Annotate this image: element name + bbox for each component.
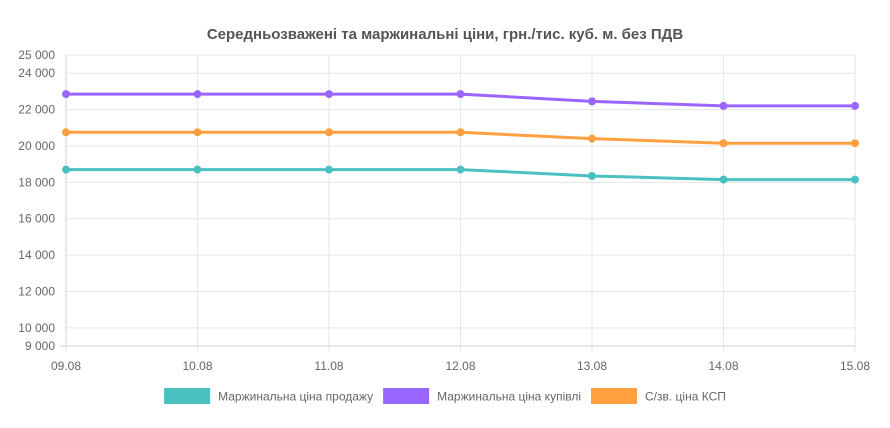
grid: [65, 54, 856, 352]
series-3: [62, 128, 859, 148]
data-point[interactable]: [325, 90, 333, 99]
data-point[interactable]: [325, 128, 333, 137]
legend-label: Маржинальна ціна купівлі: [437, 390, 581, 404]
y-tick-label: 16 000: [18, 212, 55, 226]
legend: Маржинальна ціна продажу Маржинальна ціна…: [164, 388, 726, 404]
data-point[interactable]: [456, 165, 465, 174]
x-tick-label: 13.08: [577, 359, 607, 373]
y-tick-label: 12 000: [18, 284, 55, 298]
data-point[interactable]: [62, 165, 70, 174]
x-tick-label: 11.08: [314, 359, 343, 373]
series-2: [62, 90, 859, 110]
legend-item[interactable]: Маржинальна ціна купівлі: [383, 388, 581, 404]
y-tick-label: 20 000: [18, 139, 55, 153]
data-point[interactable]: [851, 139, 859, 148]
x-tick-label: 10.08: [182, 359, 212, 373]
data-point[interactable]: [588, 171, 596, 180]
series-1: [62, 165, 859, 184]
data-point[interactable]: [193, 165, 202, 174]
legend-item[interactable]: Маржинальна ціна продажу: [164, 388, 373, 404]
legend-swatch: [591, 388, 638, 404]
legend-label: С/зв. ціна КСП: [645, 390, 726, 404]
data-point[interactable]: [588, 97, 596, 106]
x-tick-label: 12.08: [445, 359, 475, 373]
y-tick-label: 25 000: [18, 48, 55, 62]
data-point[interactable]: [851, 175, 859, 184]
data-point[interactable]: [588, 134, 596, 143]
y-tick-label: 14 000: [18, 248, 55, 262]
legend-swatch: [164, 388, 211, 404]
data-point[interactable]: [456, 90, 465, 99]
data-point[interactable]: [719, 101, 728, 110]
y-tick-label: 9 000: [25, 339, 55, 353]
legend-label: Маржинальна ціна продажу: [218, 390, 373, 404]
x-tick-label: 15.08: [840, 359, 870, 373]
x-tick-label: 14.08: [708, 359, 738, 373]
y-tick-label: 18 000: [18, 175, 55, 189]
data-point[interactable]: [62, 128, 70, 137]
y-tick-label: 10 000: [18, 321, 55, 335]
data-point[interactable]: [456, 128, 465, 137]
y-tick-label: 22 000: [18, 103, 55, 117]
y-tick-label: 24 000: [18, 66, 55, 80]
x-tick-label: 09.08: [51, 359, 81, 373]
series-layer: [62, 90, 859, 184]
chart-title: Середньозважені та маржинальні ціни, грн…: [207, 26, 684, 43]
data-point[interactable]: [62, 90, 70, 99]
data-point[interactable]: [325, 165, 333, 174]
data-point[interactable]: [851, 101, 859, 110]
data-point[interactable]: [193, 128, 202, 137]
legend-swatch: [383, 388, 430, 404]
axes: 9 000 10 000 12 000 14 000 16 000 18 000 20 00…: [18, 48, 870, 373]
legend-item[interactable]: С/зв. ціна КСП: [591, 388, 726, 404]
data-point[interactable]: [719, 175, 728, 184]
data-point[interactable]: [193, 90, 202, 99]
data-point[interactable]: [719, 139, 728, 148]
